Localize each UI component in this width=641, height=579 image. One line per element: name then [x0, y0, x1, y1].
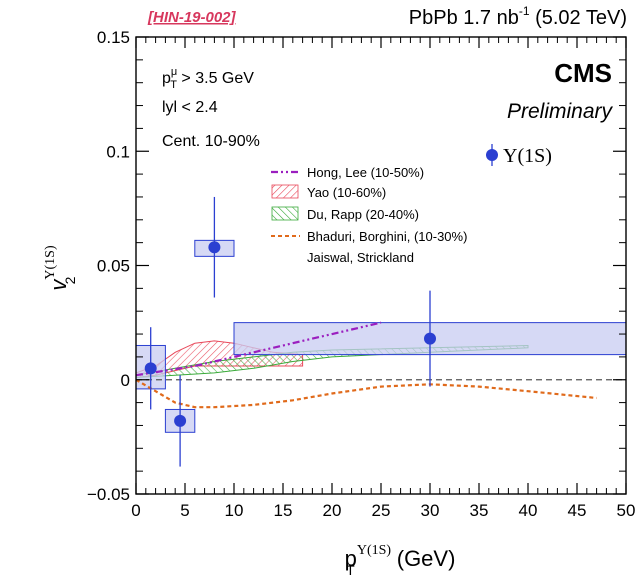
y-title-sub: 2 [62, 276, 78, 284]
legend-swatch-du-rapp [271, 206, 299, 221]
x-tick-label: 20 [323, 501, 342, 520]
legend-label-bhaduri-line2: Jaiswal, Strickland [307, 250, 414, 265]
y-title-v: v [46, 278, 71, 291]
legend-marker-upsilon [486, 149, 498, 161]
x-tick-label: 5 [180, 501, 189, 520]
experiment-label: CMS [554, 58, 612, 88]
cut-pt: pμ T > 3.5 GeV [162, 66, 254, 91]
run-info: PbPb 1.7 nb-1 (5.02 TeV) [409, 4, 627, 29]
y-tick-label: 0.15 [97, 28, 130, 47]
data-point-0 [144, 362, 157, 375]
data-point-2 [208, 241, 221, 254]
analysis-tag[interactable]: [HIN-19-002] [147, 9, 237, 26]
legend-label-bhaduri: Bhaduri, Borghini, (10-30%) [307, 229, 467, 244]
y-tick-label: 0.05 [97, 257, 130, 276]
systematic-boxes [135, 239, 627, 433]
run-info-prefix: PbPb 1.7 nb [409, 7, 519, 29]
legend-label-hong-lee: Hong, Lee (10-50%) [307, 165, 424, 180]
data-point-1 [174, 414, 187, 427]
x-axis-title: pΥ(1S) T (GeV) [345, 543, 456, 578]
y-tick-label: 0.1 [106, 142, 130, 161]
theory-curve-3 [136, 378, 597, 409]
legend-label-du-rapp: Du, Rapp (20-40%) [307, 207, 419, 222]
x-title-unit: (GeV) [391, 546, 456, 571]
x-title-p: p [345, 546, 357, 571]
x-tick-label: 30 [421, 501, 440, 520]
y-tick-label: 0 [121, 371, 130, 390]
x-tick-label: 10 [225, 501, 244, 520]
legend-label-upsilon: Υ(1S) [503, 145, 552, 167]
run-info-exponent: -1 [519, 4, 530, 18]
x-tick-label: 35 [470, 501, 489, 520]
theory-curves [136, 321, 626, 409]
status-label: Preliminary [507, 100, 614, 123]
data-points [144, 196, 436, 467]
cut-pt-p: p [162, 70, 171, 87]
x-title-sup: Υ(1S) [357, 543, 392, 558]
run-info-suffix: (5.02 TeV) [530, 7, 627, 29]
y-title-sup: Υ(1S) [43, 245, 58, 280]
legend-label-yao: Yao (10-60%) [307, 185, 386, 200]
y-axis-title: vΥ(1S) 2 [43, 245, 78, 291]
cut-centrality: Cent. 10-90% [162, 133, 260, 150]
x-tick-label: 50 [617, 501, 636, 520]
x-title-sub: T [346, 562, 355, 578]
x-tick-label: 40 [519, 501, 538, 520]
x-tick-label: 45 [568, 501, 587, 520]
legend-swatch-yao [271, 184, 299, 199]
data-point-3 [424, 332, 436, 345]
cut-pt-sup: μ [171, 66, 177, 78]
x-tick-label: 25 [372, 501, 391, 520]
cut-y: lyl < 2.4 [162, 99, 218, 116]
x-tick-label: 0 [131, 501, 140, 520]
cut-pt-sub: T [170, 79, 177, 91]
x-tick-label: 15 [274, 501, 293, 520]
legend: Υ(1S) Hong, Lee (10-50%) Yao (10-60%) Du… [271, 144, 552, 265]
cut-pt-rest: > 3.5 GeV [177, 70, 254, 87]
y-tick-label: −0.05 [87, 485, 130, 504]
